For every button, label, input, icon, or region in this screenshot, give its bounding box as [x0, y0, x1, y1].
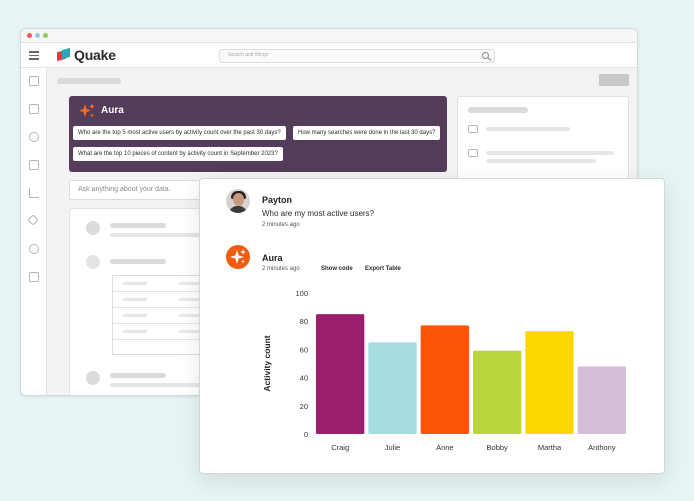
- aura-avatar: [226, 245, 250, 269]
- y-tick-label: 0: [304, 430, 308, 439]
- sparkle-icon: [86, 255, 100, 269]
- hamburger-icon[interactable]: [29, 51, 39, 60]
- inbox-icon[interactable]: [29, 160, 39, 170]
- app-logo[interactable]: Quake: [57, 47, 116, 63]
- x-tick-label: Anne: [436, 443, 454, 452]
- bar-craig: [316, 314, 365, 434]
- chat-card: Payton Who are my most active users? 2 m…: [199, 178, 665, 474]
- settings-icon[interactable]: [29, 244, 39, 254]
- y-tick-label: 60: [300, 345, 308, 354]
- report-icon[interactable]: [29, 104, 39, 114]
- export-table-button[interactable]: Export Table: [365, 266, 401, 272]
- table-row: [113, 292, 281, 308]
- table-row: [113, 276, 281, 292]
- table-row: [113, 324, 281, 340]
- search-icon[interactable]: [482, 52, 489, 59]
- app-name: Quake: [74, 47, 116, 63]
- left-sidebar: [21, 68, 47, 395]
- text-placeholder: [110, 233, 200, 237]
- text-placeholder: [486, 127, 570, 131]
- comment-icon: [468, 149, 478, 157]
- show-code-button[interactable]: Show code: [321, 266, 353, 272]
- avatar-placeholder: [86, 221, 100, 235]
- sparkle-icon: [79, 103, 95, 118]
- x-tick-label: Craig: [331, 443, 349, 452]
- table-row: [113, 308, 281, 324]
- y-tick-label: 80: [300, 317, 308, 326]
- y-tick-label: 40: [300, 374, 308, 383]
- y-tick-label: 20: [300, 402, 308, 411]
- suggestion-chip[interactable]: How many searches were done in the last …: [293, 126, 441, 140]
- suggestion-chip[interactable]: Who are the top 5 most active users by a…: [73, 126, 286, 140]
- text-placeholder: [110, 383, 200, 387]
- user-message-text: Who are my most active users?: [262, 209, 375, 218]
- user-avatar: [226, 189, 250, 213]
- text-placeholder: [110, 259, 166, 264]
- app-header: Quake Search and things: [21, 43, 637, 68]
- text-placeholder: [110, 223, 166, 228]
- global-search-input[interactable]: Search and things: [219, 49, 495, 63]
- bar-julie: [368, 342, 417, 434]
- bar-bobby: [473, 350, 522, 434]
- avatar-placeholder: [86, 371, 100, 385]
- user-name: Payton: [262, 195, 293, 205]
- aura-panel-title: Aura: [101, 105, 124, 116]
- text-placeholder: [486, 159, 596, 163]
- text-placeholder: [110, 373, 166, 378]
- activity-bar-chart: 0 20 40 60 80 100 Activity count Craig Julie Anne…: [262, 289, 626, 452]
- bar-martha: [525, 331, 574, 434]
- x-tick-label: Julie: [385, 443, 400, 452]
- action-button-placeholder[interactable]: [599, 74, 629, 86]
- text-placeholder: [486, 151, 614, 155]
- panel-title-placeholder: [468, 107, 528, 113]
- y-axis-label: Activity count: [262, 335, 272, 391]
- sparkle-icon: [230, 249, 246, 264]
- comment-icon: [468, 125, 478, 133]
- logo-mark-icon: [57, 47, 71, 62]
- window-maximize-dot[interactable]: [43, 33, 48, 38]
- window-titlebar: [21, 29, 637, 43]
- home-icon[interactable]: [29, 76, 39, 86]
- window-close-dot[interactable]: [27, 33, 32, 38]
- x-tick-label: Bobby: [487, 443, 509, 452]
- page-title-placeholder: [57, 78, 121, 84]
- tool-icon[interactable]: [29, 132, 39, 142]
- suggestion-chip[interactable]: What are the top 10 pieces of content by…: [73, 147, 283, 161]
- search-placeholder: Search and things: [228, 52, 269, 58]
- y-tick-label: 100: [295, 289, 308, 298]
- bar-anthony: [577, 366, 626, 434]
- aura-message-time: 2 minutes ago: [262, 266, 300, 272]
- bar-anne: [420, 325, 469, 434]
- x-tick-label: Anthony: [588, 443, 616, 452]
- export-icon[interactable]: [29, 272, 39, 282]
- chart-icon[interactable]: [29, 188, 39, 198]
- aura-panel: Aura Who are the top 5 most active users…: [69, 96, 447, 172]
- aura-name: Aura: [262, 253, 283, 263]
- ask-input-placeholder: Ask anything about your data.: [78, 186, 171, 193]
- send-icon[interactable]: [27, 214, 39, 226]
- x-tick-label: Martha: [538, 443, 562, 452]
- window-minimize-dot[interactable]: [35, 33, 40, 38]
- user-message-time: 2 minutes ago: [262, 222, 300, 228]
